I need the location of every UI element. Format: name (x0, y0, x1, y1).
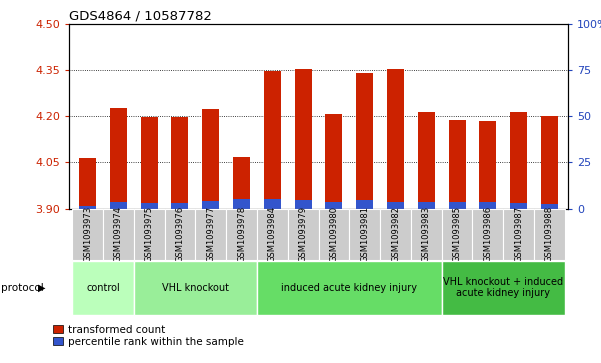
Text: GDS4864 / 10587782: GDS4864 / 10587782 (69, 9, 212, 22)
Bar (233, 199, 250, 209)
Bar (510, 203, 527, 209)
Text: GSM1093984: GSM1093984 (268, 206, 277, 262)
Bar (134, 209, 165, 260)
Bar (326, 114, 343, 209)
Bar (411, 209, 442, 260)
Bar (288, 209, 319, 260)
Bar (233, 157, 250, 209)
Bar (72, 261, 134, 315)
Bar (257, 261, 442, 315)
Bar (480, 121, 496, 209)
Bar (264, 199, 281, 209)
Bar (195, 209, 226, 260)
Bar (203, 109, 219, 209)
Text: control: control (86, 283, 120, 293)
Text: GSM1093979: GSM1093979 (299, 206, 308, 262)
Text: GSM1093976: GSM1093976 (175, 206, 185, 262)
Bar (110, 202, 127, 209)
Bar (480, 202, 496, 209)
Bar (356, 73, 373, 209)
Bar (510, 111, 527, 209)
Text: GSM1093977: GSM1093977 (206, 206, 215, 262)
Text: GSM1093987: GSM1093987 (514, 206, 523, 262)
Bar (103, 209, 134, 260)
Text: GSM1093975: GSM1093975 (145, 206, 154, 262)
Text: GSM1093982: GSM1093982 (391, 206, 400, 262)
Text: protocol: protocol (1, 283, 44, 293)
Text: GSM1093983: GSM1093983 (422, 206, 431, 262)
Bar (541, 116, 558, 209)
Text: VHL knockout: VHL knockout (162, 283, 229, 293)
Bar (141, 117, 157, 209)
Bar (165, 209, 195, 260)
Bar (442, 209, 472, 260)
Legend: transformed count, percentile rank within the sample: transformed count, percentile rank withi… (53, 325, 244, 347)
Text: ▶: ▶ (38, 283, 46, 293)
Bar (448, 202, 466, 209)
Bar (319, 209, 349, 260)
Bar (257, 209, 288, 260)
Bar (541, 204, 558, 209)
Bar (203, 201, 219, 209)
Bar (503, 209, 534, 260)
Bar (134, 261, 257, 315)
Bar (326, 202, 343, 209)
Text: GSM1093988: GSM1093988 (545, 206, 554, 262)
Bar (110, 109, 127, 209)
Text: GSM1093974: GSM1093974 (114, 206, 123, 262)
Text: GSM1093981: GSM1093981 (360, 206, 369, 262)
Bar (294, 69, 311, 209)
Bar (448, 120, 466, 209)
Bar (356, 200, 373, 209)
Bar (349, 209, 380, 260)
Bar (442, 261, 565, 315)
Bar (72, 209, 103, 260)
Bar (141, 203, 157, 209)
Bar (418, 113, 435, 209)
Bar (264, 72, 281, 209)
Text: GSM1093978: GSM1093978 (237, 206, 246, 262)
Bar (79, 158, 96, 209)
Bar (472, 209, 503, 260)
Bar (226, 209, 257, 260)
Bar (534, 209, 565, 260)
Bar (387, 202, 404, 209)
Text: induced acute kidney injury: induced acute kidney injury (281, 283, 417, 293)
Bar (294, 200, 311, 209)
Bar (380, 209, 411, 260)
Bar (171, 117, 189, 209)
Text: GSM1093985: GSM1093985 (453, 206, 462, 262)
Text: GSM1093986: GSM1093986 (483, 206, 492, 262)
Text: GSM1093973: GSM1093973 (83, 206, 92, 262)
Bar (387, 69, 404, 209)
Bar (418, 202, 435, 209)
Text: VHL knockout + induced
acute kidney injury: VHL knockout + induced acute kidney inju… (443, 277, 563, 298)
Text: GSM1093980: GSM1093980 (329, 206, 338, 262)
Bar (79, 206, 96, 209)
Bar (171, 203, 189, 209)
